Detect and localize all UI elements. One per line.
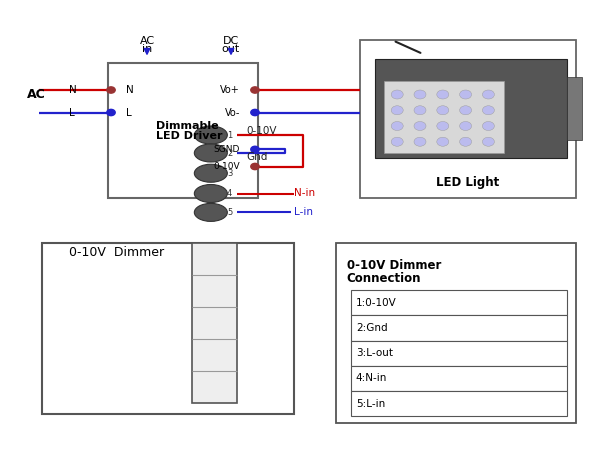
Circle shape bbox=[460, 90, 472, 99]
Text: 2: 2 bbox=[227, 148, 232, 157]
Circle shape bbox=[107, 109, 115, 116]
Bar bbox=[351, 391, 567, 416]
Bar bbox=[42, 243, 294, 414]
Text: SGND: SGND bbox=[214, 145, 240, 154]
Text: N: N bbox=[69, 85, 77, 95]
Circle shape bbox=[482, 106, 494, 115]
Text: 0-10V Dimmer: 0-10V Dimmer bbox=[347, 259, 441, 272]
Circle shape bbox=[391, 90, 403, 99]
Text: 5: 5 bbox=[227, 208, 232, 217]
Text: Connection: Connection bbox=[347, 273, 421, 285]
Text: DC: DC bbox=[223, 36, 239, 45]
Text: 0-10V: 0-10V bbox=[214, 162, 240, 171]
Text: 0-10V: 0-10V bbox=[246, 126, 277, 135]
Text: AC: AC bbox=[27, 88, 46, 101]
Text: Vo+: Vo+ bbox=[220, 85, 240, 95]
Bar bbox=[351, 341, 567, 366]
Text: 4:N-in: 4:N-in bbox=[356, 374, 387, 383]
Text: Gnd: Gnd bbox=[246, 152, 268, 162]
Text: L-in: L-in bbox=[294, 207, 313, 217]
Circle shape bbox=[482, 90, 494, 99]
Bar bbox=[384, 81, 504, 153]
Circle shape bbox=[437, 106, 449, 115]
Ellipse shape bbox=[194, 203, 227, 221]
Circle shape bbox=[460, 137, 472, 146]
Circle shape bbox=[437, 137, 449, 146]
Circle shape bbox=[391, 137, 403, 146]
Text: 1: 1 bbox=[227, 130, 232, 140]
Text: L: L bbox=[69, 108, 75, 117]
Bar bbox=[351, 315, 567, 341]
Text: L: L bbox=[126, 108, 132, 117]
Bar bbox=[336, 243, 576, 423]
Circle shape bbox=[460, 122, 472, 130]
Text: LED Driver: LED Driver bbox=[156, 131, 223, 141]
Text: N: N bbox=[126, 85, 134, 95]
Text: 3:L-out: 3:L-out bbox=[356, 348, 393, 358]
Text: 5:L-in: 5:L-in bbox=[356, 399, 385, 409]
Circle shape bbox=[460, 106, 472, 115]
Circle shape bbox=[482, 122, 494, 130]
Text: in: in bbox=[142, 44, 152, 54]
Circle shape bbox=[251, 109, 259, 116]
Text: Dimmable: Dimmable bbox=[156, 121, 218, 131]
Text: N-in: N-in bbox=[294, 189, 315, 198]
Circle shape bbox=[391, 122, 403, 130]
Circle shape bbox=[251, 146, 259, 153]
Circle shape bbox=[414, 106, 426, 115]
Text: 4: 4 bbox=[227, 189, 232, 198]
Circle shape bbox=[251, 87, 259, 93]
Text: Vo-: Vo- bbox=[224, 108, 240, 117]
Circle shape bbox=[437, 90, 449, 99]
Bar bbox=[567, 76, 582, 140]
Ellipse shape bbox=[194, 126, 227, 144]
Text: 1:0-10V: 1:0-10V bbox=[356, 298, 397, 308]
Bar bbox=[351, 366, 567, 391]
Circle shape bbox=[251, 163, 259, 170]
Text: out: out bbox=[222, 44, 240, 54]
Bar bbox=[351, 290, 567, 315]
Circle shape bbox=[437, 122, 449, 130]
Text: 3: 3 bbox=[227, 169, 232, 178]
Circle shape bbox=[414, 137, 426, 146]
Circle shape bbox=[391, 106, 403, 115]
Ellipse shape bbox=[194, 144, 227, 162]
Bar bbox=[108, 63, 258, 198]
Text: 0-10V  Dimmer: 0-10V Dimmer bbox=[69, 246, 164, 258]
Bar bbox=[375, 58, 567, 158]
Text: 2:Gnd: 2:Gnd bbox=[356, 323, 388, 333]
Circle shape bbox=[107, 87, 115, 93]
Text: AC: AC bbox=[139, 36, 155, 45]
Circle shape bbox=[414, 122, 426, 130]
Text: LED Light: LED Light bbox=[436, 176, 500, 189]
Circle shape bbox=[482, 137, 494, 146]
Ellipse shape bbox=[194, 184, 227, 202]
Bar bbox=[192, 243, 237, 403]
Bar bbox=[360, 40, 576, 198]
Circle shape bbox=[414, 90, 426, 99]
Ellipse shape bbox=[194, 164, 227, 182]
